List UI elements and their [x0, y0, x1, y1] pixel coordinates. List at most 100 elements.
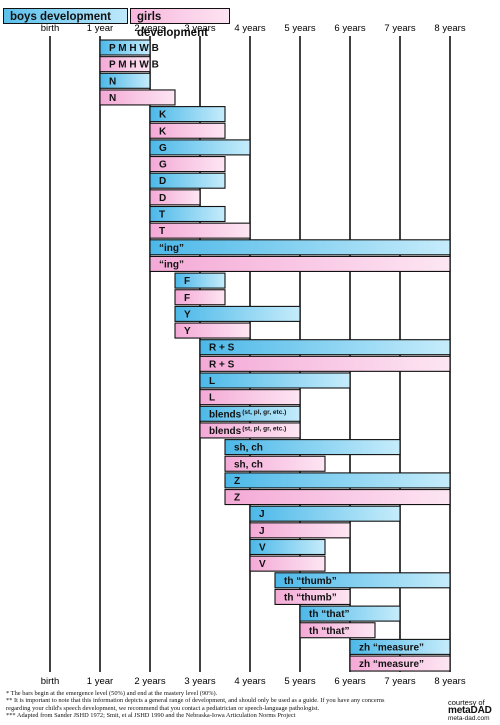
- bar-boys-28: [249, 505, 401, 522]
- bar-boys-12: [149, 239, 451, 256]
- footnote-4: *** Adapted from Sander JSHD 1972; Smit,…: [6, 712, 296, 720]
- bar-label-25: sh, ch: [234, 459, 263, 470]
- bar-label-37: zh “measure”: [359, 659, 424, 670]
- bar-label-18: R + S: [209, 343, 235, 354]
- legend-boys: boys development: [3, 8, 128, 24]
- bar-girls-11: [149, 222, 251, 239]
- x-tick-top-1: 1 year: [87, 23, 113, 34]
- bar-label-8: D: [159, 176, 166, 187]
- bar-girls-21: [199, 389, 301, 406]
- bar-label-30: V: [259, 543, 266, 554]
- bar-girls-33: [274, 588, 351, 606]
- bar-girls-37: [349, 655, 451, 672]
- bar-girls-9: [149, 189, 201, 206]
- bar-label-33: th “thumb”: [284, 592, 337, 603]
- footnotes: * The bars begin at the emergence level …: [6, 690, 436, 720]
- x-tick-top-8: 8 years: [434, 23, 465, 34]
- bar-boys-30: [249, 538, 326, 556]
- bar-boys-8: [149, 172, 226, 189]
- bar-label-1: P M H W B: [109, 60, 159, 71]
- bar-boys-6: [149, 139, 251, 156]
- bar-girls-31: [249, 555, 326, 572]
- footnote-3: regarding your child's speech developmen…: [6, 704, 320, 712]
- bar-label-sup-23: (st, pl, gr, etc.): [242, 425, 286, 432]
- credit: courtesy of metaDAD meta-dad.com: [448, 699, 498, 723]
- bar-label-17: Y: [184, 326, 191, 337]
- bar-label-6: G: [159, 143, 167, 154]
- bar-girls-29: [249, 522, 351, 539]
- bar-girls-19: [199, 355, 451, 372]
- bar-label-10: T: [159, 210, 165, 221]
- footnote-1: * The bars begin at the emergence level …: [6, 690, 218, 697]
- bar-girls-15: [174, 289, 226, 306]
- bar-label-14: F: [184, 276, 190, 287]
- bar-label-3: N: [109, 93, 116, 104]
- legend-boys-label: boys development: [10, 11, 111, 23]
- bar-girls-23: [199, 422, 301, 439]
- bar-label-28: J: [259, 509, 265, 520]
- bar-girls-7: [149, 156, 226, 173]
- x-tick-bottom-6: 6 years: [334, 676, 365, 687]
- bar-boys-24: [224, 439, 401, 456]
- bar-label-15: F: [184, 293, 190, 304]
- brand-logo-text: metaDAD: [448, 705, 492, 716]
- credit-site: meta-dad.com: [448, 715, 490, 722]
- bar-boys-16: [174, 305, 301, 322]
- x-tick-top-0: birth: [41, 23, 59, 34]
- bar-girls-1: [99, 56, 151, 73]
- x-tick-top-2: 2 years: [134, 23, 165, 34]
- bar-label-31: V: [259, 559, 266, 570]
- bar-label-12: “ing”: [159, 243, 184, 254]
- x-tick-top-5: 5 years: [284, 23, 315, 34]
- legend-girls-label: girls development: [137, 11, 208, 39]
- bar-label-19: R + S: [209, 359, 235, 370]
- bar-label-29: J: [259, 526, 265, 537]
- bar-boys-4: [149, 106, 226, 123]
- bar-boys-36: [349, 638, 451, 655]
- x-tick-bottom-4: 4 years: [234, 676, 265, 687]
- bar-label-24: sh, ch: [234, 443, 263, 454]
- bar-girls-35: [299, 622, 376, 639]
- speech-development-chart: P M H W BP M H W BNNKKGGDDTT“ing”“ing”FF…: [41, 23, 466, 687]
- x-tick-top-4: 4 years: [234, 23, 265, 34]
- x-tick-top-7: 7 years: [384, 23, 415, 34]
- bar-label-21: L: [209, 393, 215, 404]
- bar-label-26: Z: [234, 476, 240, 487]
- top-axis-labels: birth 1 year 2 years 3 years 4 years 5 years 6…: [41, 23, 466, 34]
- bar-label-23: blends(st, pl, gr, etc.): [209, 425, 286, 437]
- footnote-2: ** It is important to note that this inf…: [6, 697, 385, 705]
- x-tick-bottom-1: 1 year: [87, 676, 113, 687]
- bar-girls-27: [224, 488, 451, 506]
- x-tick-bottom-0: birth: [41, 676, 59, 687]
- bar-label-0: P M H W B: [109, 43, 159, 54]
- bar-label-13: “ing”: [159, 259, 184, 270]
- bar-label-36: zh “measure”: [359, 642, 424, 653]
- bar-boys-22: [199, 405, 301, 422]
- legend-girls: girls development: [130, 8, 230, 39]
- bottom-axis-labels: birth 1 year 2 years 3 years 4 years 5 years 6…: [41, 676, 466, 687]
- bar-boys-18: [199, 339, 451, 356]
- bar-boys-14: [174, 272, 226, 289]
- bar-label-20: L: [209, 376, 215, 387]
- bar-girls-17: [174, 322, 251, 339]
- bars: P M H W BP M H W BNNKKGGDDTT“ing”“ing”FF…: [99, 39, 451, 672]
- bar-girls-3: [99, 89, 176, 106]
- bar-label-11: T: [159, 226, 165, 237]
- bar-label-5: K: [159, 126, 167, 137]
- bar-boys-26: [224, 472, 451, 489]
- x-tick-top-6: 6 years: [334, 23, 365, 34]
- bar-label-34: th “that”: [309, 609, 350, 620]
- bar-label-sup-22: (st, pl, gr, etc.): [242, 409, 286, 416]
- x-tick-bottom-8: 8 years: [434, 676, 465, 687]
- bar-girls-13: [149, 255, 451, 273]
- x-tick-top-3: 3 years: [184, 23, 215, 34]
- bar-label-16: Y: [184, 309, 191, 320]
- bar-label-35: th “that”: [309, 626, 350, 637]
- x-tick-bottom-2: 2 years: [134, 676, 165, 687]
- bar-girls-25: [224, 455, 326, 472]
- bar-label-4: K: [159, 110, 167, 121]
- bar-label-27: Z: [234, 493, 240, 504]
- bar-boys-10: [149, 205, 226, 223]
- bar-boys-2: [99, 72, 151, 89]
- bar-girls-5: [149, 122, 226, 139]
